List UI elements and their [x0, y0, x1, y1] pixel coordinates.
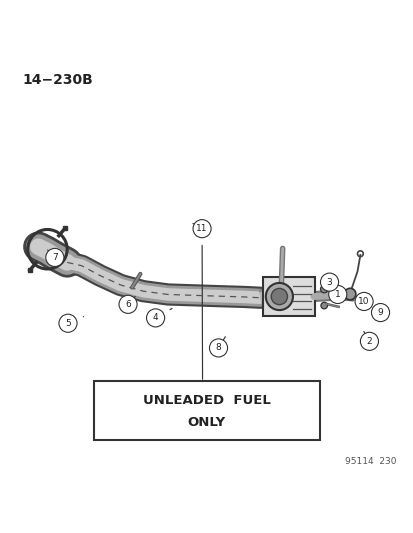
Circle shape	[320, 273, 338, 291]
Text: 10: 10	[358, 297, 369, 306]
FancyBboxPatch shape	[263, 277, 314, 316]
FancyBboxPatch shape	[94, 381, 319, 440]
Circle shape	[119, 295, 137, 313]
Circle shape	[370, 303, 389, 321]
Circle shape	[146, 309, 164, 327]
Text: 95114  230: 95114 230	[344, 457, 395, 466]
Text: 1: 1	[334, 290, 340, 299]
Circle shape	[209, 339, 227, 357]
Text: 4: 4	[152, 313, 158, 322]
Circle shape	[46, 248, 64, 266]
Circle shape	[271, 288, 287, 305]
Text: 2: 2	[366, 337, 371, 346]
Circle shape	[192, 220, 211, 238]
Text: 3: 3	[326, 278, 332, 287]
Text: 5: 5	[65, 319, 71, 328]
Text: 9: 9	[377, 308, 382, 317]
Text: 8: 8	[215, 343, 221, 352]
Circle shape	[265, 283, 292, 310]
Circle shape	[328, 285, 346, 303]
Text: 14−230B: 14−230B	[22, 72, 93, 86]
Circle shape	[354, 293, 372, 311]
Text: UNLEADED  FUEL: UNLEADED FUEL	[143, 394, 270, 407]
Text: 11: 11	[196, 224, 207, 233]
Circle shape	[359, 332, 377, 350]
Circle shape	[59, 314, 77, 332]
Circle shape	[344, 288, 355, 300]
Circle shape	[320, 285, 327, 293]
Text: 7: 7	[52, 253, 57, 262]
Text: ONLY: ONLY	[188, 416, 225, 430]
Text: 6: 6	[125, 300, 131, 309]
Circle shape	[320, 302, 327, 309]
